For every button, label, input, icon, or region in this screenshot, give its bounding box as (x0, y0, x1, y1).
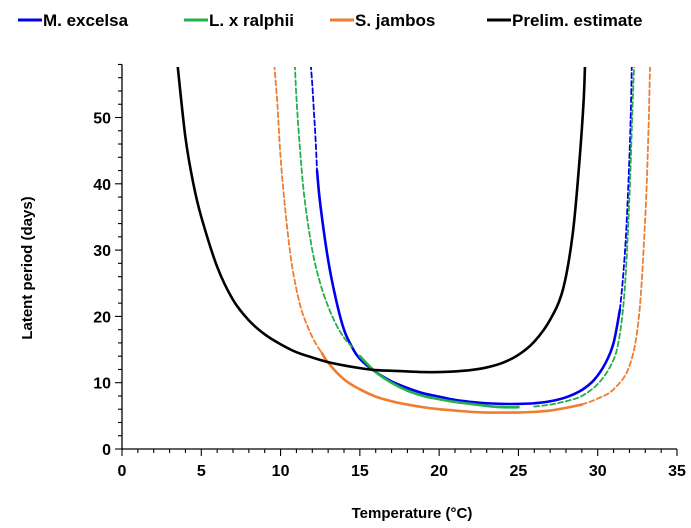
series-l-x-ralphii-dashed-right (533, 67, 635, 408)
legend-label-l-x-ralphii: L. x ralphii (209, 11, 294, 30)
y-tick-label: 40 (93, 177, 111, 194)
y-tick-label: 0 (102, 442, 111, 459)
legend: M. excelsa L. x ralphii S. jambos Prelim. e… (18, 11, 642, 30)
series-prelim-estimate-solid (176, 67, 587, 374)
series-l-x-ralphii-dashed-left (294, 67, 353, 348)
series-layer (176, 67, 651, 414)
y-tick-label: 10 (93, 376, 111, 393)
x-tick-label: 15 (351, 463, 369, 480)
x-axis-title: Temperature (°C) (352, 505, 473, 522)
x-tick-label: 10 (272, 463, 290, 480)
x-tick-label: 30 (589, 463, 607, 480)
series-m-excelsa-dashed-right (619, 67, 633, 311)
x-tick-label: 5 (197, 463, 206, 480)
y-tick-label: 50 (93, 111, 111, 128)
y-axis-title: Latent period (days) (19, 196, 36, 339)
legend-label-s-jambos: S. jambos (355, 11, 435, 30)
series-s-jambos-solid (320, 351, 584, 414)
series-m-excelsa-solid (315, 169, 622, 406)
series-m-excelsa-dashed-left (310, 67, 318, 172)
y-tick-label: 20 (93, 309, 111, 326)
x-tick-label: 20 (430, 463, 448, 480)
y-tick-label: 30 (93, 243, 111, 260)
x-tick-label: 0 (118, 463, 127, 480)
x-tick-label: 25 (510, 463, 528, 480)
legend-label-m-excelsa: M. excelsa (43, 11, 129, 30)
series-l-x-ralphii-solid (358, 354, 520, 409)
legend-label-prelim-estimate: Prelim. estimate (512, 11, 642, 30)
series-s-jambos-dashed-right (580, 67, 651, 406)
series-s-jambos-dashed-left (273, 67, 323, 354)
x-tick-label: 35 (668, 463, 686, 480)
axes: 0 10 20 30 40 50 0 5 10 15 20 25 30 35 (93, 63, 686, 480)
